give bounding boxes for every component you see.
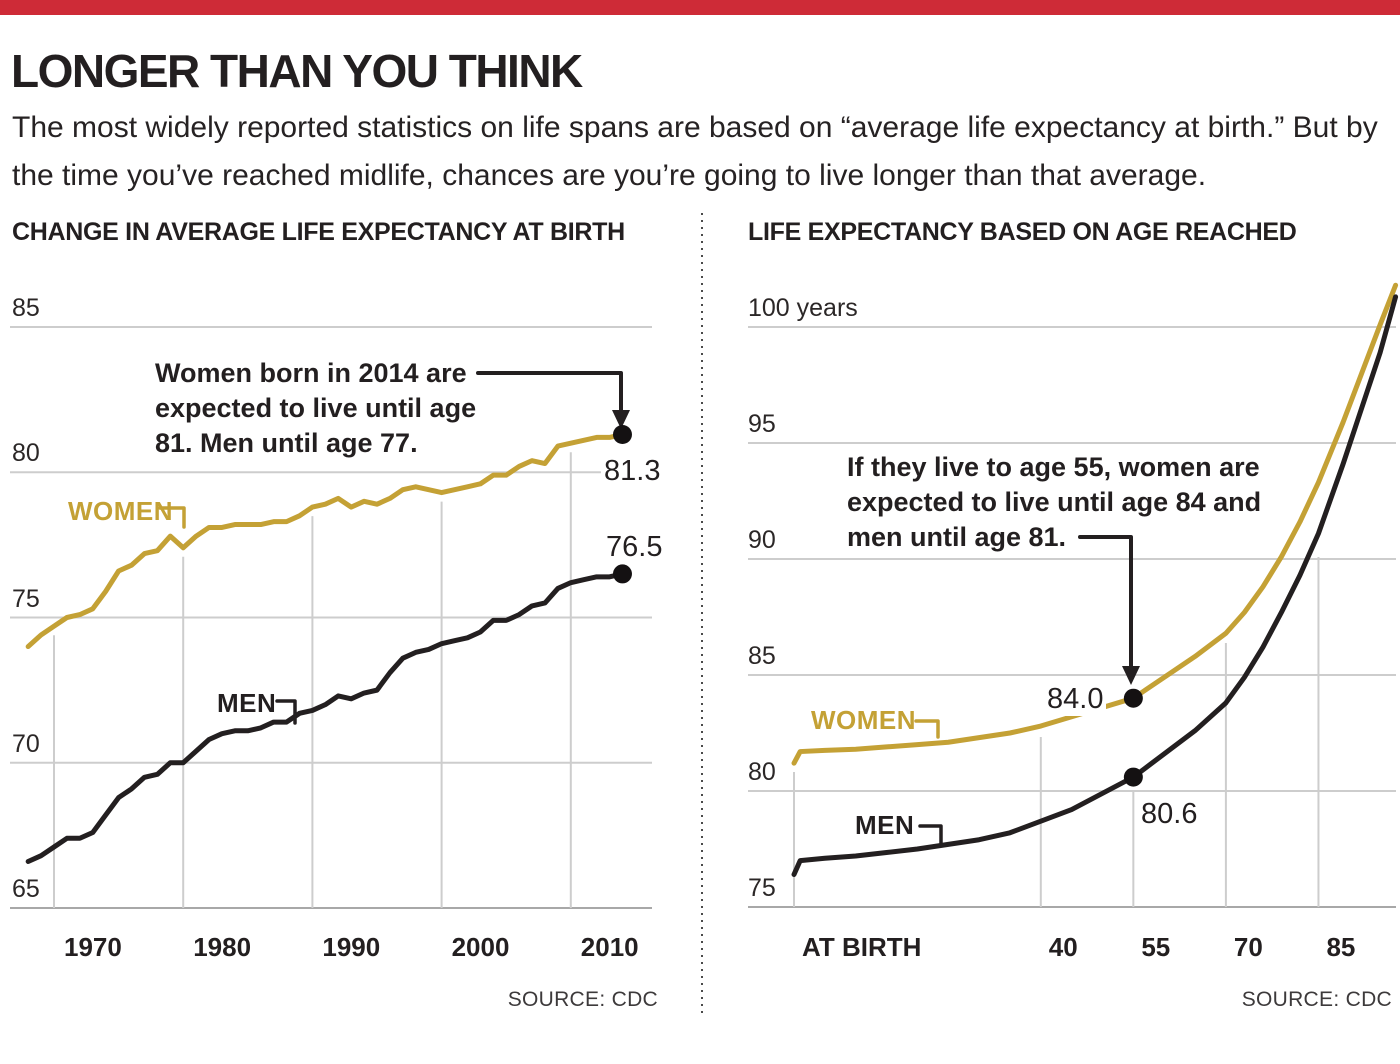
left-callout-line1: Women born in 2014 are bbox=[155, 358, 467, 388]
right-callout-arrowhead bbox=[1122, 666, 1140, 685]
right-y-tick-80: 80 bbox=[748, 758, 776, 786]
right-men-label-connector bbox=[918, 824, 943, 845]
right-y-tick-75: 75 bbox=[748, 874, 776, 902]
left-women-series-label: WOMEN bbox=[68, 496, 174, 526]
left-y-tick-65: 65 bbox=[12, 875, 40, 903]
right-y-tick-85: 85 bbox=[748, 642, 776, 670]
right-x-tick-birth: AT BIRTH bbox=[802, 932, 922, 962]
left-x-tick-1980: 1980 bbox=[193, 932, 252, 962]
left-callout-line2: expected to live until age bbox=[155, 393, 477, 423]
right-women-line bbox=[791, 282, 1399, 766]
top-accent-bar bbox=[0, 0, 1400, 15]
right-callout-line3: men until age 81. bbox=[847, 522, 1067, 552]
left-women-value-label: 81.3 bbox=[601, 455, 664, 488]
right-men-line bbox=[791, 294, 1399, 878]
left-x-tick-2000: 2000 bbox=[451, 932, 510, 962]
subtitle-line-2: But by the time you’ve reached midlife, … bbox=[12, 111, 1378, 192]
left-men-end-dot bbox=[612, 564, 632, 584]
page-title: LONGER THAN YOU THINK bbox=[11, 45, 583, 97]
left-x-tick-2010: 2010 bbox=[580, 932, 639, 962]
right-men-age55-dot bbox=[1123, 767, 1143, 787]
right-y-tick-95: 95 bbox=[748, 410, 776, 438]
right-callout-line2: expected to live until age 84 and bbox=[847, 487, 1262, 517]
right-chart-title: LIFE EXPECTANCY BASED ON AGE REACHED bbox=[748, 218, 1297, 246]
right-men-series-label: MEN bbox=[855, 810, 915, 840]
left-women-line bbox=[25, 431, 625, 650]
left-men-line bbox=[25, 571, 625, 865]
right-callout-text: If they live to age 55, women are expect… bbox=[847, 450, 1261, 555]
right-men-value-label: 80.6 bbox=[1138, 798, 1201, 831]
left-callout-arrow-line bbox=[476, 371, 623, 414]
right-y-tick-90: 90 bbox=[748, 526, 776, 554]
page-subtitle: The most widely reported statistics on l… bbox=[12, 104, 1400, 200]
left-y-tick-75: 75 bbox=[12, 584, 40, 613]
left-x-tick-1970: 1970 bbox=[64, 932, 122, 962]
left-men-value-label: 76.5 bbox=[603, 531, 666, 564]
right-callout-arrow-line bbox=[1078, 535, 1133, 670]
right-women-series-label: WOMEN bbox=[811, 705, 917, 735]
left-chart-title: CHANGE IN AVERAGE LIFE EXPECTANCY AT BIR… bbox=[12, 218, 625, 246]
right-women-value-label: 84.0 bbox=[1044, 683, 1107, 716]
left-source-credit: SOURCE: CDC bbox=[507, 988, 658, 1011]
left-y-tick-85: 85 bbox=[12, 294, 40, 322]
right-women-label-connector bbox=[914, 719, 940, 739]
left-women-label-connector bbox=[158, 506, 186, 529]
left-women-end-dot bbox=[612, 424, 632, 444]
left-men-series-label: MEN bbox=[217, 688, 277, 718]
left-y-tick-80: 80 bbox=[12, 439, 40, 468]
left-callout-text: Women born in 2014 are expected to live … bbox=[155, 356, 476, 461]
right-y-tick-100: 100 years bbox=[748, 294, 858, 322]
right-x-tick-40: 40 bbox=[1048, 932, 1078, 962]
subtitle-line-1: The most widely reported statistics on l… bbox=[12, 111, 1285, 144]
left-callout-arrowhead bbox=[612, 410, 630, 429]
right-source-credit: SOURCE: CDC bbox=[1241, 988, 1392, 1011]
left-men-label-connector bbox=[275, 699, 297, 725]
right-x-tick-55: 55 bbox=[1141, 932, 1171, 962]
left-y-tick-70: 70 bbox=[12, 729, 40, 758]
vertical-dotted-divider bbox=[701, 213, 703, 1013]
left-callout-line3: 81. Men until age 77. bbox=[155, 428, 418, 458]
right-x-tick-85: 85 bbox=[1326, 932, 1356, 962]
right-callout-line1: If they live to age 55, women are bbox=[847, 452, 1260, 482]
right-x-tick-70: 70 bbox=[1233, 932, 1263, 962]
left-x-tick-1990: 1990 bbox=[322, 932, 381, 962]
right-women-age55-dot bbox=[1123, 688, 1143, 708]
